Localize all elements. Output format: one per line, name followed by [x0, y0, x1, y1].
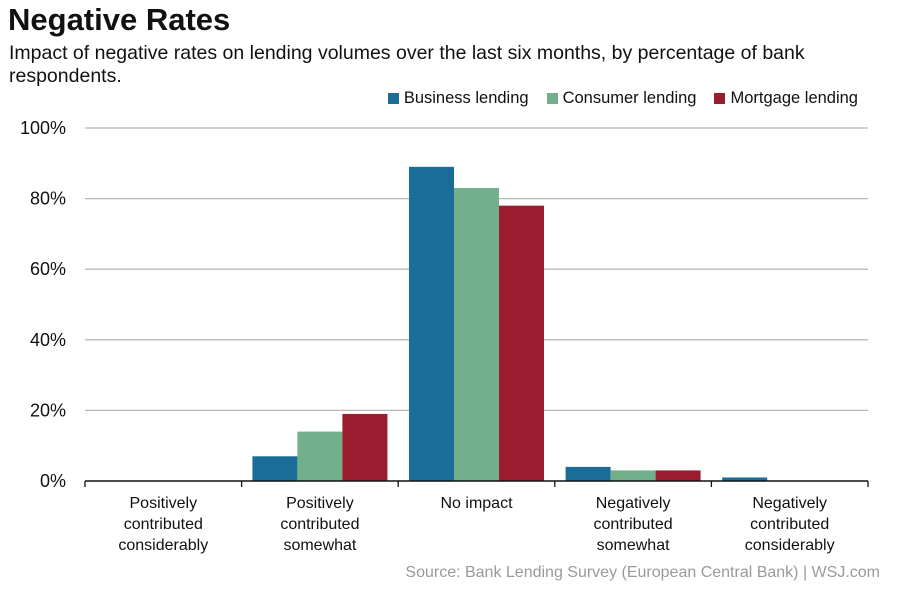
- bar: [409, 166, 454, 481]
- legend-item-mortgage: Mortgage lending: [714, 89, 858, 108]
- legend-item-consumer: Consumer lending: [546, 89, 697, 108]
- y-tick-label: 60%: [30, 259, 66, 279]
- y-tick-label: 100%: [20, 118, 66, 138]
- source-note: Source: Bank Lending Survey (European Ce…: [405, 564, 880, 581]
- y-tick-label: 0%: [40, 471, 66, 491]
- chart-legend: Business lending Consumer lending Mortga…: [387, 89, 858, 108]
- x-tick-label: Positively contributed considerably: [118, 495, 208, 554]
- bar: [297, 431, 343, 481]
- bar: [499, 205, 544, 481]
- legend-swatch-mortgage: [714, 93, 726, 104]
- bar: [610, 470, 656, 481]
- legend-label-consumer: Consumer lending: [562, 89, 697, 107]
- bar: [565, 466, 611, 481]
- chart-title: Negative Rates: [8, 2, 231, 37]
- x-tick-label: Negatively contributed considerably: [745, 495, 835, 554]
- x-tick-label: No impact: [440, 495, 513, 512]
- legend-label-business: Business lending: [403, 89, 529, 107]
- legend-swatch-consumer: [546, 93, 558, 104]
- bar: [655, 470, 701, 481]
- x-tick-label: Positively contributed somewhat: [280, 495, 359, 554]
- bar: [342, 413, 388, 481]
- bar: [252, 456, 298, 481]
- bar: [722, 477, 768, 481]
- x-tick-label: Negatively contributed somewhat: [594, 495, 673, 554]
- bar: [454, 188, 499, 481]
- y-tick-label: 40%: [30, 330, 66, 350]
- legend-item-business: Business lending: [387, 89, 529, 108]
- y-tick-label: 20%: [30, 400, 66, 420]
- chart-subtitle: Impact of negative rates on lending volu…: [9, 42, 805, 87]
- legend-swatch-business: [387, 93, 399, 104]
- y-tick-label: 80%: [30, 189, 66, 209]
- legend-label-mortgage: Mortgage lending: [730, 89, 858, 107]
